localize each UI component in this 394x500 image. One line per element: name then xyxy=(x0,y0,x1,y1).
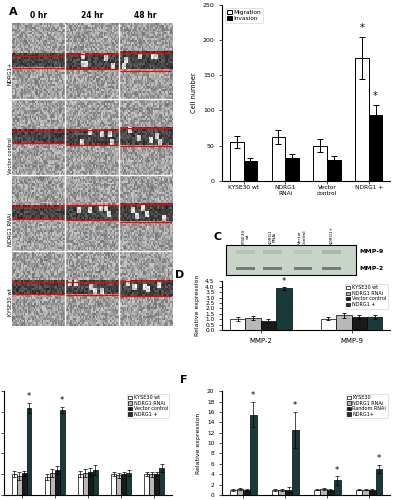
Bar xyxy=(334,480,340,495)
Bar xyxy=(322,267,340,270)
Bar xyxy=(159,468,164,495)
Bar xyxy=(144,474,149,495)
Bar xyxy=(236,250,255,254)
Bar xyxy=(336,316,351,330)
Legend: Migration, Invasion: Migration, Invasion xyxy=(225,8,263,23)
Bar xyxy=(59,410,65,495)
Bar xyxy=(250,414,256,495)
Bar xyxy=(313,146,327,181)
Bar xyxy=(26,408,32,495)
Bar xyxy=(154,474,159,495)
Text: Vector
Control: Vector Control xyxy=(299,229,307,244)
Bar xyxy=(230,490,236,495)
Text: D: D xyxy=(175,270,184,280)
Bar xyxy=(149,474,154,495)
Bar xyxy=(285,158,299,181)
Legend: KYSE30 wt, NDRG1 RNAi, Vector control, NDRG1 +: KYSE30 wt, NDRG1 RNAi, Vector control, N… xyxy=(345,284,388,308)
Bar xyxy=(88,472,93,495)
Text: C: C xyxy=(214,232,222,242)
Text: *: * xyxy=(377,454,381,464)
Text: *: * xyxy=(60,396,64,405)
Bar xyxy=(17,476,22,495)
Bar xyxy=(362,490,369,495)
Y-axis label: Relative expression: Relative expression xyxy=(195,275,200,336)
Bar xyxy=(45,478,50,495)
Bar xyxy=(322,250,340,254)
Legend: KYSE30, NDRG1 RNAi, Random RNAi, NDRG1+: KYSE30, NDRG1 RNAi, Random RNAi, NDRG1+ xyxy=(346,394,388,418)
Text: Vector control: Vector control xyxy=(8,137,13,174)
Text: F: F xyxy=(180,375,188,385)
Bar xyxy=(263,267,282,270)
Bar xyxy=(126,473,131,495)
Bar xyxy=(327,160,341,181)
Bar xyxy=(263,250,282,254)
Bar xyxy=(230,142,243,181)
Text: NDRG1+: NDRG1+ xyxy=(329,226,333,244)
Y-axis label: Cell number: Cell number xyxy=(191,72,197,113)
Bar xyxy=(121,474,126,495)
Bar xyxy=(55,470,59,495)
Bar xyxy=(11,474,17,495)
Bar xyxy=(276,288,292,330)
Bar xyxy=(236,490,243,495)
Bar xyxy=(78,474,83,495)
Bar xyxy=(271,137,285,181)
Bar xyxy=(83,473,88,495)
Bar xyxy=(292,430,299,495)
Bar xyxy=(355,58,369,181)
Bar xyxy=(230,319,245,330)
Text: *: * xyxy=(293,402,297,410)
Text: *: * xyxy=(251,391,255,400)
Bar xyxy=(279,490,285,495)
Bar xyxy=(22,473,26,495)
Text: *: * xyxy=(335,466,339,474)
Text: 0 hr: 0 hr xyxy=(30,11,47,20)
Bar xyxy=(93,470,98,495)
Bar xyxy=(356,490,362,495)
Text: *: * xyxy=(359,23,364,33)
Text: NDRG1
RNAi: NDRG1 RNAi xyxy=(268,229,277,244)
Bar xyxy=(243,161,257,181)
Text: MMP-2: MMP-2 xyxy=(360,266,384,271)
Bar xyxy=(245,318,261,330)
Bar xyxy=(116,476,121,495)
Bar xyxy=(272,490,279,495)
Bar xyxy=(225,245,357,275)
Bar xyxy=(369,490,376,495)
Bar xyxy=(369,116,383,181)
Bar xyxy=(50,473,55,495)
Text: *: * xyxy=(282,278,286,286)
Bar xyxy=(367,317,383,330)
Text: KYSE30 wt: KYSE30 wt xyxy=(8,288,13,316)
Text: 48 hr: 48 hr xyxy=(134,11,156,20)
Bar xyxy=(261,320,276,330)
Bar xyxy=(376,469,383,495)
Y-axis label: Relative expression: Relative expression xyxy=(197,412,201,474)
Bar xyxy=(294,267,312,270)
Text: *: * xyxy=(27,392,31,401)
Bar xyxy=(314,490,320,495)
Text: 24 hr: 24 hr xyxy=(81,11,103,20)
Bar xyxy=(236,267,255,270)
Bar xyxy=(285,490,292,495)
Bar xyxy=(351,317,367,330)
Text: KYSE30
wt: KYSE30 wt xyxy=(242,228,250,244)
Text: *: * xyxy=(373,92,378,102)
Bar xyxy=(111,474,116,495)
Text: NDRG1+: NDRG1+ xyxy=(8,62,13,85)
Text: A: A xyxy=(9,8,18,18)
Bar xyxy=(320,490,327,495)
Text: NDRG1 RNAi: NDRG1 RNAi xyxy=(8,213,13,246)
Bar xyxy=(243,490,250,495)
Bar xyxy=(327,490,334,495)
Legend: KYSE30 wt, NDRG1 RNAi, Vector control, NDRG1 +: KYSE30 wt, NDRG1 RNAi, Vector control, N… xyxy=(127,394,169,418)
Bar xyxy=(294,250,312,254)
Bar xyxy=(321,318,336,330)
Text: MMP-9: MMP-9 xyxy=(360,250,384,254)
